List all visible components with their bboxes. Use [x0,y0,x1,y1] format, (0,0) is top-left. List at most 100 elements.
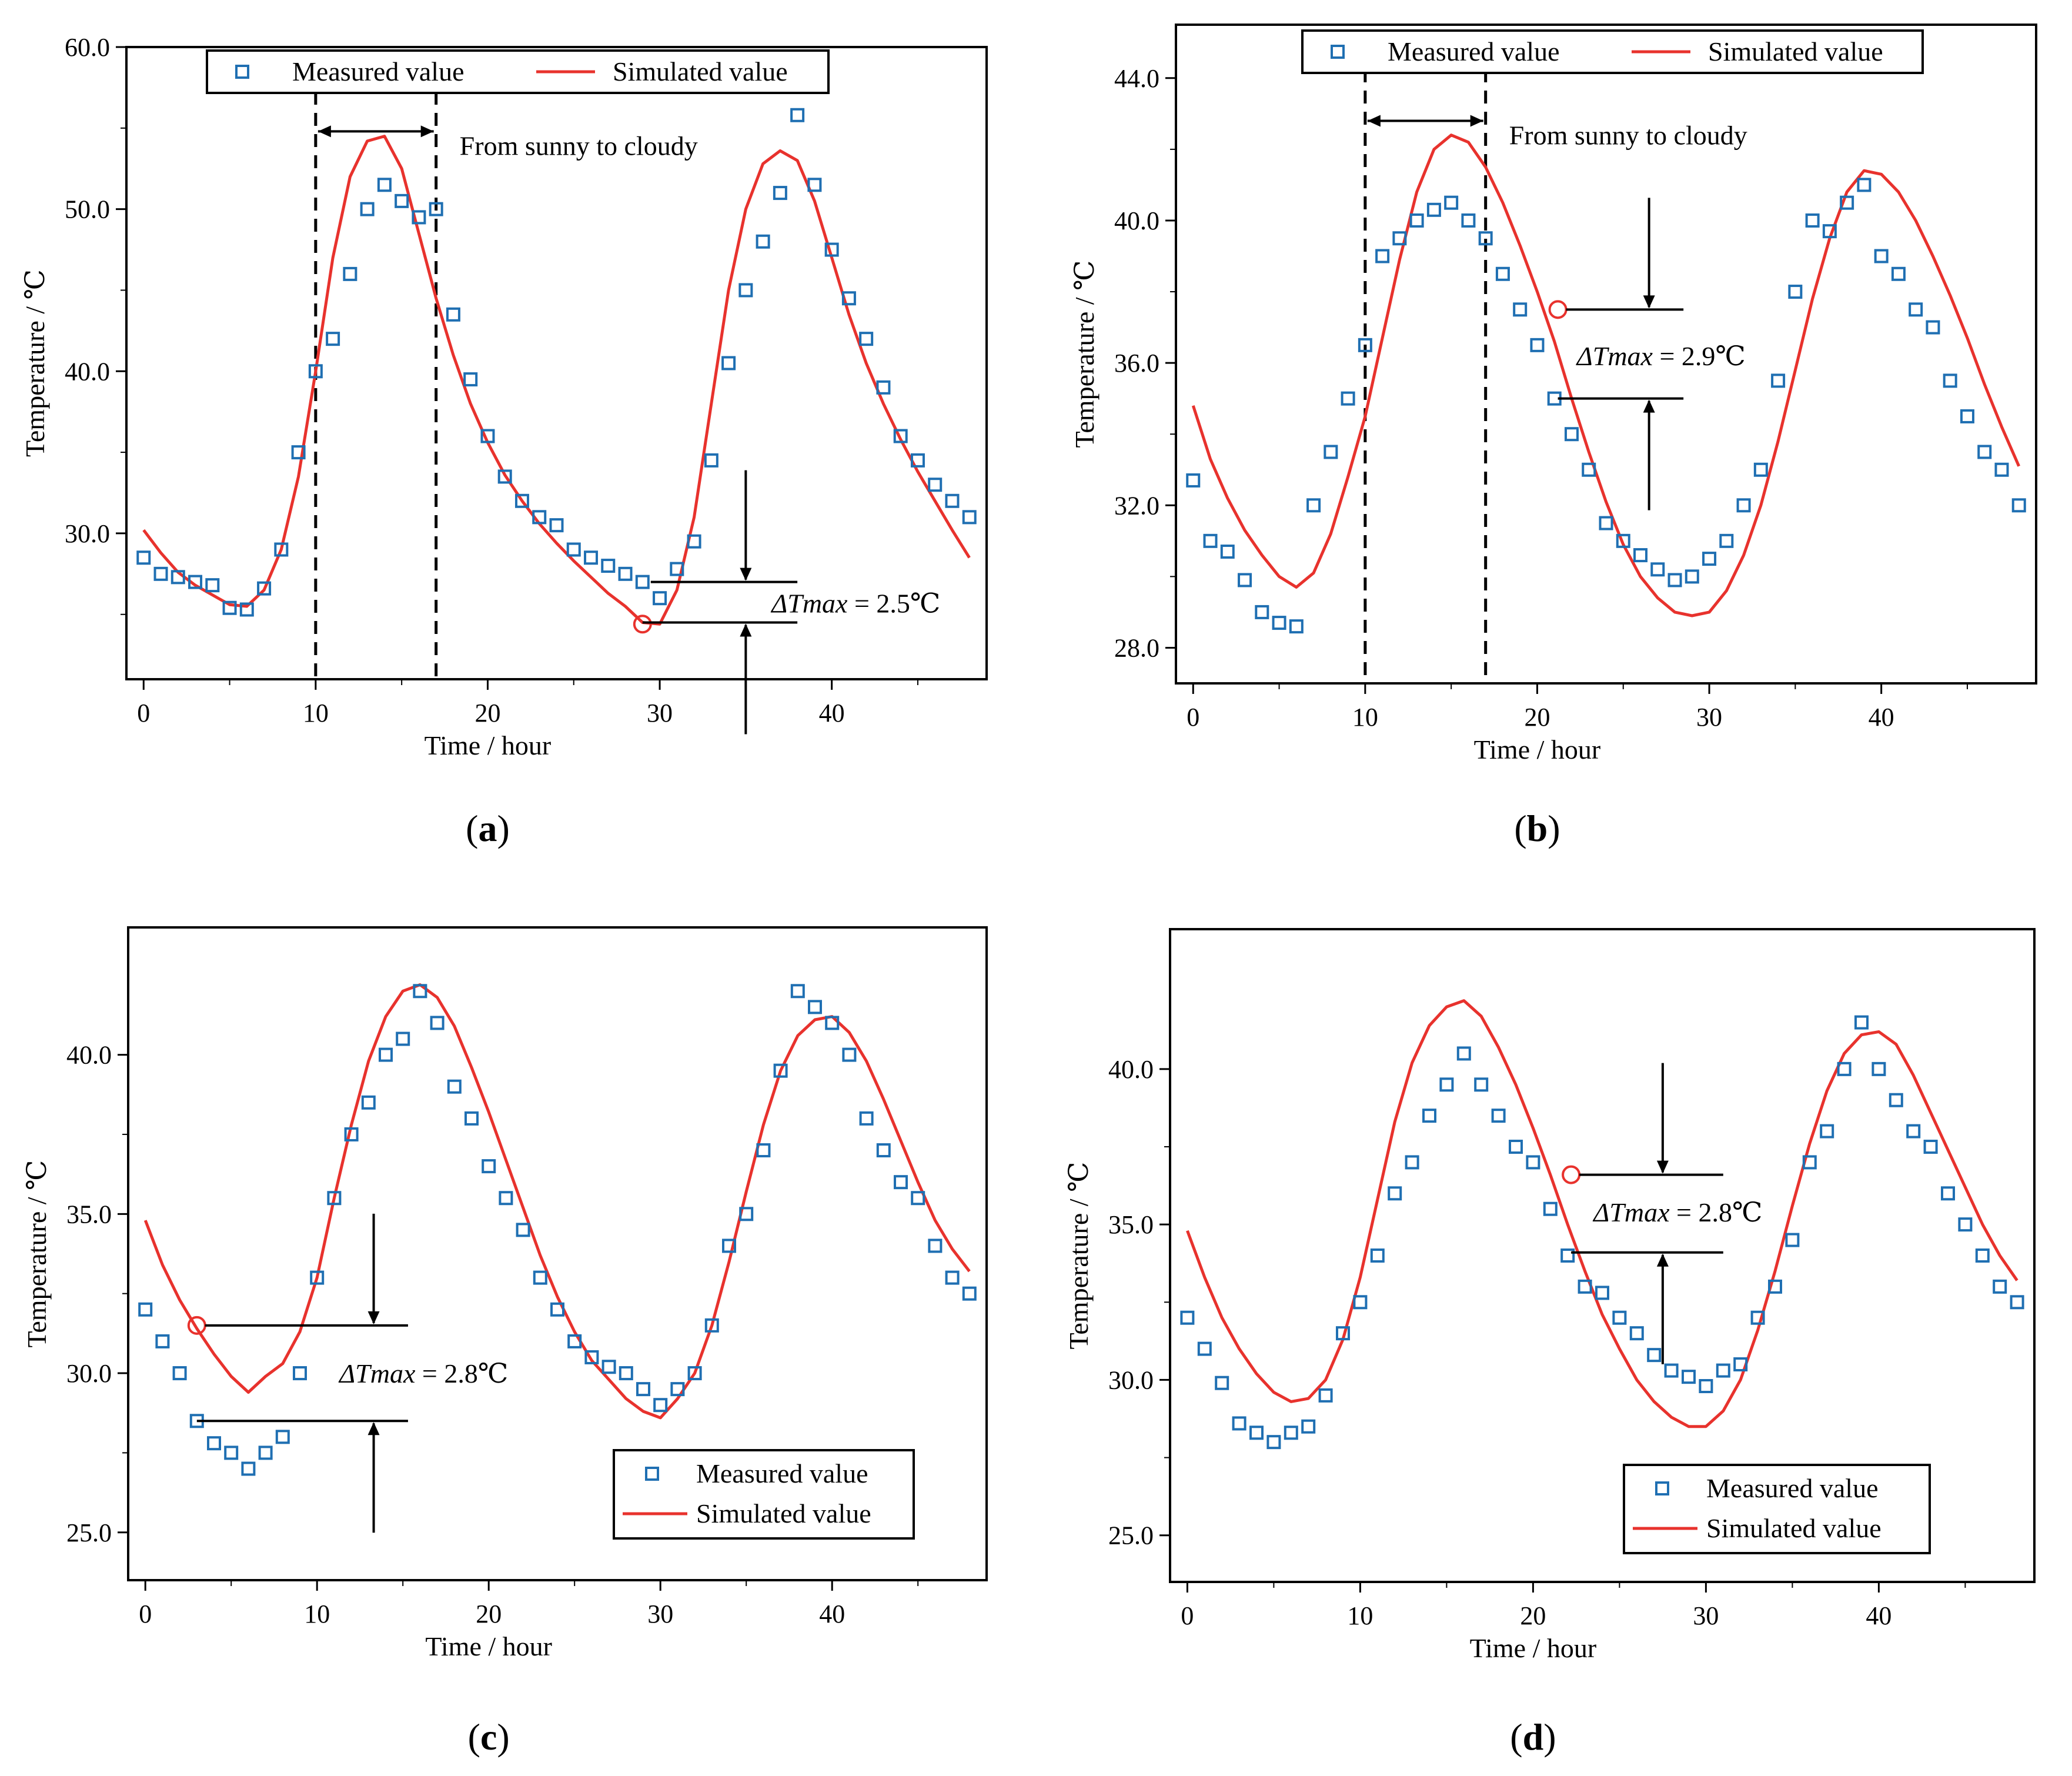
measured-point [1456,1046,1471,1061]
measured-point [377,178,392,192]
measured-point [1197,1341,1212,1356]
panel-label-letter: b [1527,807,1548,849]
measured-point [687,534,701,549]
measured-point [429,202,443,216]
measured-point [310,1270,325,1285]
measured-point [584,550,599,565]
measured-point [1422,1109,1436,1123]
measured-point [327,1191,342,1206]
x-tick-label: 40 [1869,703,1894,732]
measured-point [1872,1061,1886,1076]
measured-point [1633,548,1648,563]
measured-point [1388,1186,1402,1201]
measured-point [790,984,805,999]
panel-label-close: ) [497,807,509,849]
measured-point [343,266,357,281]
measured-point [412,210,426,225]
plot-frame [125,46,988,680]
measured-point [893,429,908,443]
measured-point [910,453,925,468]
legend-measured-label: Measured value [292,56,464,86]
measured-point [1857,178,1872,192]
measured-point [549,518,564,533]
x-tick-label: 0 [1181,1601,1194,1630]
x-tick-label: 0 [1187,703,1199,732]
measured-point [413,984,427,999]
plot-frame [127,926,988,1581]
measured-point [1923,1140,1938,1154]
measured-point [533,1270,547,1285]
panel-label-open: ( [466,807,478,849]
x-tick-label: 20 [1520,1601,1546,1630]
y-axis-label: Temperature / ℃ [22,1160,52,1348]
measured-point [138,1302,153,1317]
period-arrow-head-right [1470,115,1483,127]
measured-point [1788,285,1803,299]
panel-label-letter: a [478,807,497,849]
measured-point [1629,1326,1644,1341]
measured-point [1324,445,1338,459]
delta-tmax-value: = 2.5℃ [847,588,940,618]
measured-point [480,429,495,443]
measured-point [344,1127,359,1141]
panel-label: (d) [1510,1716,1556,1758]
measured-point [704,453,718,468]
y-tick-label: 35.0 [1108,1210,1154,1239]
measured-point [756,234,770,249]
measured-point [550,1302,564,1317]
measured-point [497,469,512,484]
panel-label-close: ) [1543,1716,1556,1758]
panel-label-open: ( [1510,1716,1522,1758]
measured-point [1719,533,1734,548]
x-tick-label: 0 [139,1600,152,1628]
delta-marker-circle [1562,1165,1581,1184]
x-tick-label: 10 [1347,1601,1373,1630]
panel-d: 0 10 20 30 40 25.0 30.0 35.0 40.0 Time / hour Temp… [1064,928,2036,1758]
legend-measured-label: Measured value [696,1458,868,1488]
delta-tmax-label: ΔTmax = 2.8℃ [338,1358,508,1388]
measured-point [446,307,460,322]
period-arrow-head-left [1367,115,1381,127]
measured-point [808,1000,822,1014]
x-tick-label: 40 [819,1600,845,1628]
measured-point [1495,266,1510,281]
measured-point [1578,1279,1592,1294]
delta-marker-circle [633,615,652,634]
measured-point [172,1366,187,1381]
measured-point [721,356,736,370]
measured-point [1526,1155,1540,1170]
x-tick-label: 20 [1524,703,1550,732]
measured-point [1840,195,1854,210]
measured-point [894,1175,908,1190]
measured-point [2011,498,2026,513]
panel-label-letter: c [480,1716,497,1758]
measured-point [1249,1426,1264,1440]
measured-point [738,283,753,298]
measured-point [928,1238,943,1253]
delta-arrow-down-head [740,567,752,581]
measured-point [293,1366,307,1381]
legend-box [1623,1464,1931,1554]
measured-point [516,1223,530,1237]
measured-point [1958,1217,1973,1232]
y-tick-label: 40.0 [65,357,110,386]
measured-point [1909,302,1923,317]
measured-point [1941,1186,1955,1201]
measured-point [1599,516,1613,530]
delta-tmax-symbol: ΔTmax [1576,341,1653,371]
measured-point [326,332,340,346]
measured-point [239,602,254,617]
x-tick-label: 30 [647,1600,673,1628]
y-tick-label: 60.0 [65,33,110,62]
measured-point [1612,1310,1627,1325]
measured-point [756,1143,771,1158]
measured-point [1530,338,1545,352]
measured-point [482,1159,496,1174]
y-tick-label: 30.0 [1108,1366,1154,1394]
measured-point [222,600,237,615]
legend-measured-label: Measured value [1706,1473,1879,1503]
measured-point [1255,605,1269,619]
measured-point [275,1430,290,1444]
measured-point [1854,1015,1869,1030]
measured-point [361,1095,376,1110]
